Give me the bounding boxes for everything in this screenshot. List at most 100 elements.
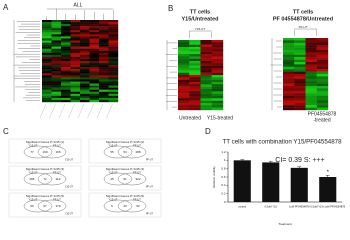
heatmap-cell [99,73,109,76]
heatmap-cell [108,20,119,23]
heatmap-cell [294,105,306,108]
heatmap-cell [211,107,224,111]
heatmap-cell [108,93,119,97]
panel-label: D [205,127,211,136]
x-tick-label: 1uM PF04554878 [289,205,310,209]
heatmap-cell [316,102,329,106]
heatmap-cell [305,59,317,63]
heatmap-cell [294,76,306,79]
venn-foot: PF-UT [146,186,154,189]
heatmap-cell [42,77,52,80]
heatmap-cell [294,47,306,51]
heatmap-cell [51,93,62,97]
heatmap-cell [294,50,306,53]
heatmap-cell [80,20,90,23]
heatmap-cell [89,44,100,47]
heatmap-cell [178,68,190,71]
heatmap-cell [178,58,190,62]
heatmap-cell [294,40,306,43]
heatmap-cell [80,97,90,101]
venn-set-label: Y15-UT [109,171,118,175]
venn-count: 54 [123,150,127,154]
heatmap-cell [200,105,212,108]
heatmap-cell [89,71,100,74]
heatmap-cell [200,82,212,85]
heatmap-cell [80,67,90,70]
heatmap-cell [51,48,62,51]
heatmap-cell [189,63,201,66]
heatmap-cell [61,97,71,101]
venn-box [88,138,162,164]
heatmap-cell [80,38,90,41]
heatmap-cell [89,38,100,41]
heatmap-cell [89,24,100,27]
heatmap-cell [61,87,71,90]
heatmap-cell [99,63,109,66]
heatmap-cell [80,99,90,103]
heatmap-cell [89,89,100,92]
heatmap-cell [89,32,100,35]
heatmap-cell [108,79,119,82]
heatmap-cell [51,75,62,78]
heatmap-cell [283,50,295,53]
heatmap-cell [42,48,52,51]
heatmap-title: TT cells [190,9,210,15]
heatmap-cell [294,57,306,60]
heatmap-cell [283,71,295,75]
bar [262,162,280,202]
heatmap-cell [80,46,90,49]
heatmap-cell [80,63,90,66]
heatmap-cell [61,75,71,78]
venn-set-label: PF-UT [133,144,141,148]
heatmap-cell [51,20,62,23]
heatmap-cell [178,72,190,76]
heatmap-cell [294,71,306,75]
heatmap-cell [61,24,71,27]
venn-box [8,138,82,164]
heatmap-cell [99,71,109,74]
heatmap-cell [42,93,52,97]
heatmap-cell [294,62,306,65]
heatmap-cell [70,44,81,47]
heatmap-cell [51,61,62,64]
heatmap-cell [189,65,201,69]
heatmap-cell [61,50,71,53]
y-tick-label: 1.2 [221,150,226,154]
heatmap-cell [200,84,212,87]
venn-count: 5 [111,204,113,208]
heatmap-cell [200,86,212,90]
heatmap-cell [283,78,295,82]
heatmap-cell [178,89,190,92]
heatmap-cell [316,47,329,51]
heatmap-cell [108,54,119,58]
heatmap-cell [108,24,119,27]
heatmap-cell [211,77,224,80]
heatmap-cell [211,49,224,52]
heatmap-cell [305,90,317,94]
heatmap-cell [89,52,100,56]
heatmap-title: PF 04554878/Untreated [273,16,333,22]
heatmap-cell [99,28,109,31]
heatmap-cell [211,91,224,94]
heatmap-cell [283,107,295,111]
venn-set-label: PF-UT [53,171,61,175]
heatmap-cell [108,32,119,35]
heatmap-cell [51,56,62,60]
heatmap-cell [70,65,81,68]
heatmap-cell [61,85,71,88]
heatmap-cell [305,71,317,75]
heatmap-cell [305,47,317,51]
heatmap-cell [200,65,212,69]
heatmap-cell [294,54,306,58]
heatmap-cell [51,32,62,35]
heatmap-cell [211,84,224,87]
heatmap-cell [51,99,62,103]
heatmap-cell [80,54,90,58]
heatmap-cell [200,70,212,73]
heatmap-cell [70,77,81,80]
heatmap-cell [51,97,62,101]
heatmap-cell [70,32,81,35]
bar [233,160,251,202]
heatmap-cell [89,85,100,88]
heatmap-cell [211,51,224,55]
